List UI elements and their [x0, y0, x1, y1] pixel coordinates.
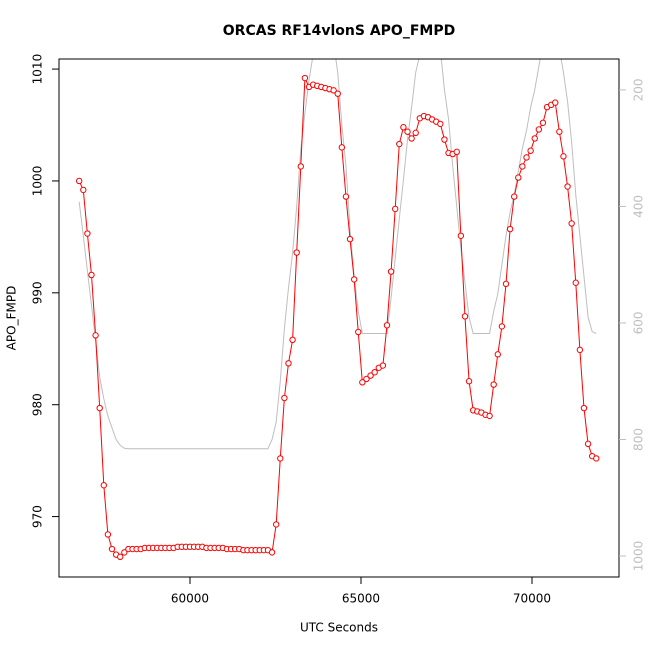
data-point [383, 322, 391, 329]
plot-area [75, 59, 600, 561]
data-point [342, 193, 350, 200]
data-point [75, 177, 83, 185]
data-point [88, 271, 95, 279]
data-point [527, 147, 534, 154]
data-point [338, 144, 346, 151]
data-point [572, 279, 579, 286]
data-point [108, 545, 116, 553]
data-point [556, 128, 563, 135]
data-point [391, 205, 399, 213]
data-point [593, 455, 600, 462]
series-line [78, 59, 597, 450]
y-tick-label: 970 [31, 505, 45, 528]
data-point [552, 99, 559, 106]
data-point [539, 119, 547, 126]
data-point [494, 351, 501, 358]
data-point [80, 186, 87, 194]
data-point [289, 336, 296, 344]
data-point [367, 372, 374, 379]
data-point [92, 332, 99, 339]
data-point [511, 193, 518, 200]
data-point [531, 135, 538, 142]
data-point [96, 404, 103, 412]
data-point [396, 140, 403, 148]
data-point [334, 90, 341, 97]
plot-frame [58, 58, 620, 578]
x-tick-label: 65000 [342, 592, 380, 606]
data-point [387, 268, 395, 275]
data-point [355, 328, 362, 336]
data-point [564, 183, 571, 190]
data-point [441, 136, 448, 143]
y2-tick-label: 1000 [632, 541, 646, 572]
data-point [506, 225, 514, 233]
y2-tick-label: 400 [632, 195, 646, 218]
data-point [346, 235, 354, 243]
data-point [519, 163, 526, 170]
y2-tick-label: 600 [632, 311, 646, 334]
data-point [350, 276, 358, 283]
data-point [293, 249, 300, 256]
data-point [437, 120, 444, 128]
data-point [104, 531, 112, 538]
data-point [576, 346, 584, 354]
data-point [100, 482, 108, 489]
data-point [461, 313, 469, 320]
data-point [121, 549, 128, 556]
x-tick-label: 60000 [171, 592, 209, 606]
data-point [281, 394, 288, 402]
data-point [330, 87, 337, 94]
data-point [523, 154, 530, 161]
data-point [272, 521, 280, 528]
data-point [371, 369, 378, 376]
data-point [515, 174, 522, 181]
y-tick-label: 980 [31, 393, 45, 416]
data-point [359, 379, 366, 386]
data-point [580, 404, 588, 412]
data-point [498, 323, 506, 330]
data-point [584, 440, 592, 448]
data-point [363, 375, 370, 383]
y-tick-label: 990 [31, 281, 45, 304]
data-point [268, 549, 276, 556]
y2-tick-label: 200 [632, 78, 646, 101]
data-point [301, 74, 309, 82]
chart-title: ORCAS RF14vlonS APO_FMPD [223, 23, 455, 39]
data-point [465, 378, 473, 385]
data-point [297, 163, 304, 170]
data-point [400, 124, 407, 131]
x-tick-label: 70000 [513, 592, 551, 606]
data-point [277, 455, 284, 462]
data-point [408, 135, 415, 142]
data-point [568, 220, 575, 227]
x-axis-label: UTC Seconds [300, 621, 378, 635]
data-point [84, 230, 91, 237]
data-point [285, 360, 292, 367]
data-point [453, 148, 460, 156]
data-point [379, 362, 387, 369]
y-tick-label: 1010 [31, 54, 45, 85]
y-tick-label: 1000 [31, 166, 45, 197]
data-point [486, 412, 493, 420]
data-point [412, 129, 419, 137]
y2-tick-label: 800 [632, 428, 646, 451]
data-point [535, 126, 543, 133]
data-point [560, 153, 567, 160]
data-point [502, 280, 510, 288]
data-point [490, 381, 497, 388]
y-axis-label: APO_FMPD [5, 286, 19, 351]
data-point [117, 553, 124, 561]
data-point [404, 128, 411, 135]
data-point [457, 232, 465, 239]
